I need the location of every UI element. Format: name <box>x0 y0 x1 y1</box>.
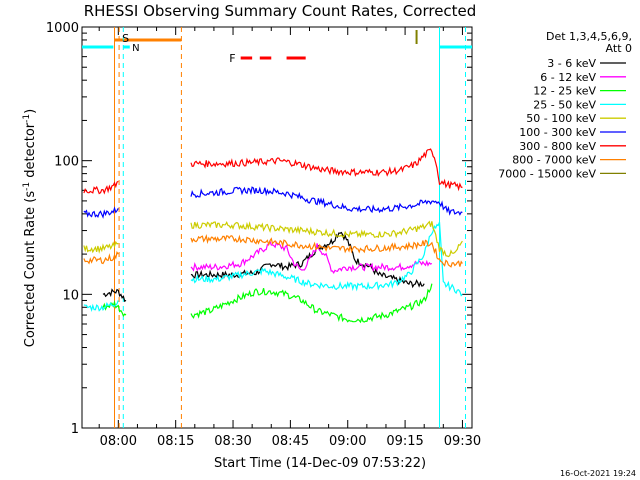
y-axis-label-sup2: -1 <box>22 114 32 123</box>
data-series <box>83 148 463 324</box>
y-axis-label-part1: Corrected Count Rate (s <box>23 191 38 348</box>
series-line <box>102 288 127 303</box>
x-tick-label: 08:00 <box>100 434 137 449</box>
x-tick-label: 08:15 <box>157 434 194 449</box>
y-axis-label-part3: ) <box>23 109 38 114</box>
flare-label: F <box>229 52 235 65</box>
legend-header-line1: Det 1,3,4,5,6,9, <box>546 30 632 43</box>
series-line <box>83 300 119 313</box>
series-line <box>190 239 433 274</box>
series-line <box>190 186 463 216</box>
x-tick-label: 09:15 <box>386 434 423 449</box>
night-label: N <box>132 43 139 54</box>
saa-label: S <box>122 32 129 45</box>
y-axis-label-part2: detector <box>23 122 38 182</box>
x-tick-label: 09:30 <box>444 434 481 449</box>
y-tick-label: 1 <box>71 422 79 437</box>
y-tick-label: 100 <box>54 155 79 170</box>
series-line <box>83 206 119 219</box>
series-line <box>190 231 425 289</box>
y-tick-label: 10 <box>62 288 79 303</box>
x-ticks: 08:00 08:15 08:30 08:45 09:00 09:15 09:30 <box>98 27 481 449</box>
y-tick-label: 1000 <box>46 21 79 36</box>
legend-label: 3 - 6 keV <box>547 57 596 70</box>
timestamp: 16-Oct-2021 19:24 <box>560 469 636 478</box>
legend-label: 25 - 50 keV <box>533 98 596 111</box>
series-line <box>190 221 463 297</box>
y-axis-label-sup1: -1 <box>22 182 32 191</box>
x-tick-label: 08:30 <box>214 434 251 449</box>
legend-label: 100 - 300 keV <box>519 126 596 139</box>
legend-label: 300 - 800 keV <box>519 140 596 153</box>
x-tick-label: 09:00 <box>329 434 366 449</box>
legend-label: 800 - 7000 keV <box>512 154 596 167</box>
legend-label: 50 - 100 keV <box>526 112 596 125</box>
series-line <box>83 240 119 254</box>
series-line <box>190 283 433 324</box>
legend-label: 6 - 12 keV <box>540 71 596 84</box>
series-line <box>83 251 119 265</box>
series-line <box>190 220 463 258</box>
series-line <box>83 180 119 195</box>
x-tick-label: 08:45 <box>272 434 309 449</box>
series-line <box>190 148 463 192</box>
y-axis-label: Corrected Count Rate (s-1 detector-1) <box>22 109 38 347</box>
x-axis-label: Start Time (14-Dec-09 07:53:22) <box>214 456 426 471</box>
series-line <box>102 299 127 317</box>
legend-label: 7000 - 15000 keV <box>498 167 596 180</box>
series-line <box>190 233 463 268</box>
y-ticks: 1 10 100 1000 <box>46 21 472 437</box>
legend-header-line2: Att 0 <box>606 42 632 55</box>
plot-frame <box>81 26 473 429</box>
legend-label: 12 - 25 keV <box>533 85 596 98</box>
chart-title: RHESSI Observing Summary Count Rates, Co… <box>84 2 477 20</box>
